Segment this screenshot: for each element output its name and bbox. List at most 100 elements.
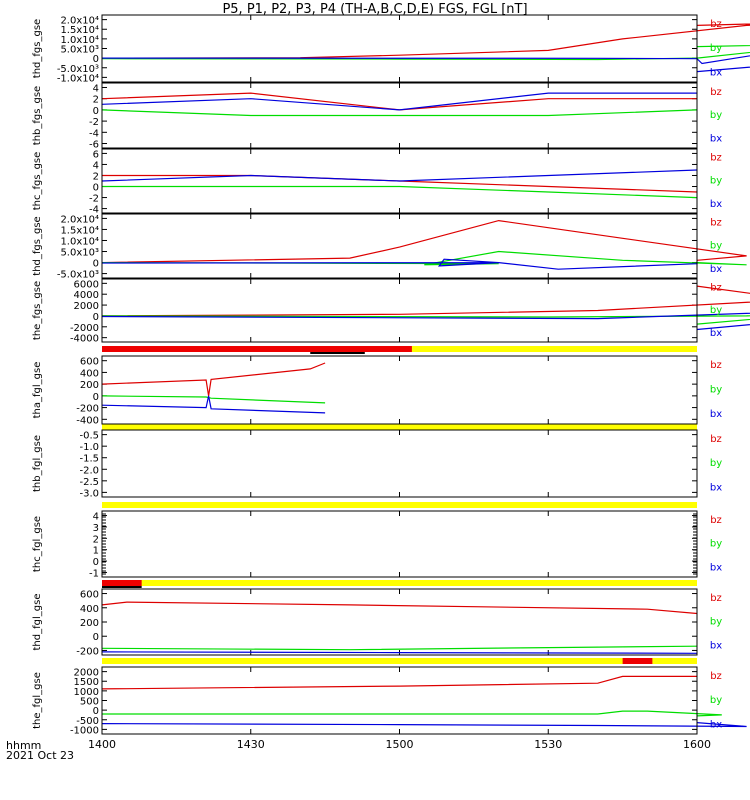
y-tick-label: 4000 — [74, 290, 99, 301]
series-bz-line — [101, 285, 750, 317]
y-tick-label: 1.5x10⁴ — [60, 25, 99, 36]
mode-bar-4 — [102, 580, 697, 588]
series-bx-line — [101, 651, 698, 654]
series-by-line — [102, 710, 722, 717]
legend-by: by — [710, 617, 722, 628]
y-tick-label: 200 — [80, 618, 99, 629]
y-tick-label: 600 — [80, 590, 99, 601]
panel-frame — [101, 14, 698, 83]
series-bx-line — [101, 55, 750, 73]
y-tick-label: 2 — [93, 95, 99, 106]
y-tick-label: -4000 — [70, 334, 99, 345]
y-tick-label: 0 — [93, 706, 99, 717]
legend-by: by — [710, 539, 722, 550]
y-axis-label: thd_fgs_gse — [32, 216, 43, 275]
series-bx-line — [101, 92, 697, 111]
y-tick-label: -1000 — [70, 725, 99, 736]
y-tick-label: 4 — [93, 160, 99, 171]
mode-bar-black-segment — [102, 586, 142, 588]
mode-bars — [102, 346, 697, 664]
y-tick-label: 0 — [93, 183, 99, 194]
x-tick-label: 1500 — [386, 738, 414, 751]
series-bx-line — [101, 258, 698, 270]
mode-bar-red-segment — [102, 580, 142, 586]
legend-bz: bz — [710, 515, 722, 526]
series-bz-line — [101, 23, 750, 59]
x-tick-label: 1530 — [534, 738, 562, 751]
panel-frame — [101, 278, 698, 343]
y-axis-label: thc_fgl_gse — [32, 516, 43, 572]
panel-frame — [101, 148, 698, 214]
x-tick-label: 1600 — [683, 738, 711, 751]
series-bx-line — [101, 312, 750, 331]
y-axis-label: the_fgl_gse — [32, 672, 43, 729]
legend-by: by — [710, 695, 722, 706]
legend-bx: bx — [710, 264, 722, 275]
legend-bx: bx — [710, 482, 722, 493]
series-bx-line — [101, 395, 326, 414]
y-tick-label: 5.0x10³ — [60, 45, 99, 56]
y-tick-label: 0 — [93, 312, 99, 323]
y-tick-label: 1000 — [74, 687, 99, 698]
panel-7: -0.5-1.0-1.5-2.0-2.5-3.0 thb_fgl_gse bz by b… — [32, 429, 722, 499]
series-bx-line — [101, 169, 698, 182]
legend-by: by — [710, 385, 722, 396]
mode-bar-red-segment — [622, 658, 653, 664]
y-tick-label: -3.0 — [79, 488, 99, 499]
y-tick-label: -5.0x10³ — [57, 64, 99, 75]
y-tick-label: 0 — [93, 259, 99, 270]
y-tick-label: -4 — [89, 128, 99, 139]
y-tick-label: 4 — [93, 83, 99, 94]
legend-by: by — [710, 110, 722, 121]
series-by-line — [101, 109, 698, 117]
y-tick-label: 2000 — [74, 301, 99, 312]
series-bz-line — [101, 219, 747, 264]
legend-bz: bz — [710, 87, 722, 98]
legend-bx: bx — [710, 719, 722, 730]
y-tick-label: 6 — [93, 149, 99, 160]
y-tick-label: 1500 — [74, 677, 99, 688]
chart-title: P5, P1, P2, P3, P4 (TH-A,B,C,D,E) FGS, F… — [222, 2, 528, 17]
legend-bx: bx — [710, 134, 722, 145]
legend-bz: bz — [710, 19, 722, 30]
legend-bz: bz — [710, 283, 722, 294]
y-axis-label: the_fgs_gse — [32, 281, 43, 340]
y-tick-label: 1.0x10⁴ — [60, 236, 99, 247]
y-axis-label: thc_fgs_gse — [32, 152, 43, 211]
y-tick-label: 400 — [80, 604, 99, 615]
series-by-line — [102, 185, 698, 199]
legend-bz: bz — [710, 671, 722, 682]
panel-frame — [101, 213, 698, 279]
legend-by: by — [710, 305, 722, 316]
y-tick-label: -0.5 — [79, 431, 99, 442]
y-tick-label: -400 — [76, 415, 99, 426]
x-axis: 1400 1430 1500 1530 1600 — [88, 738, 711, 751]
y-tick-label: 1 — [93, 546, 99, 557]
footer-hhmm-label: hhmm — [6, 739, 42, 752]
mode-bar-5 — [102, 658, 697, 664]
panel-1: 2.0x10⁴1.5x10⁴1.0x10⁴5.0x10³0-5.0x10³-1.… — [32, 14, 750, 84]
series-by-line — [101, 250, 747, 266]
y-tick-label: 0 — [93, 106, 99, 117]
mode-bar-fill — [102, 658, 697, 664]
y-tick-label: 2.0x10⁴ — [60, 214, 99, 225]
y-tick-label: 2.0x10⁴ — [60, 16, 99, 27]
y-tick-label: -6 — [89, 140, 99, 151]
mode-bar-3 — [102, 502, 697, 508]
y-tick-label: 0 — [93, 54, 99, 65]
panel-2: 420-2-4-6 thb_fgs_gse bz by bx — [32, 82, 722, 151]
y-tick-label: 5.0x10³ — [60, 248, 99, 259]
panel-9: 600 400 200 0 -200 thd_fgl_gse bz by bx — [32, 588, 722, 657]
y-axis-label: tha_fgl_gse — [32, 362, 43, 419]
legend-bx: bx — [710, 67, 722, 78]
legend-bx: bx — [710, 199, 722, 210]
y-tick-label: -2.5 — [79, 477, 99, 488]
y-tick-label: 0 — [93, 392, 99, 403]
y-tick-label: -1 — [89, 568, 99, 579]
mode-bar-red-segment — [102, 346, 412, 352]
